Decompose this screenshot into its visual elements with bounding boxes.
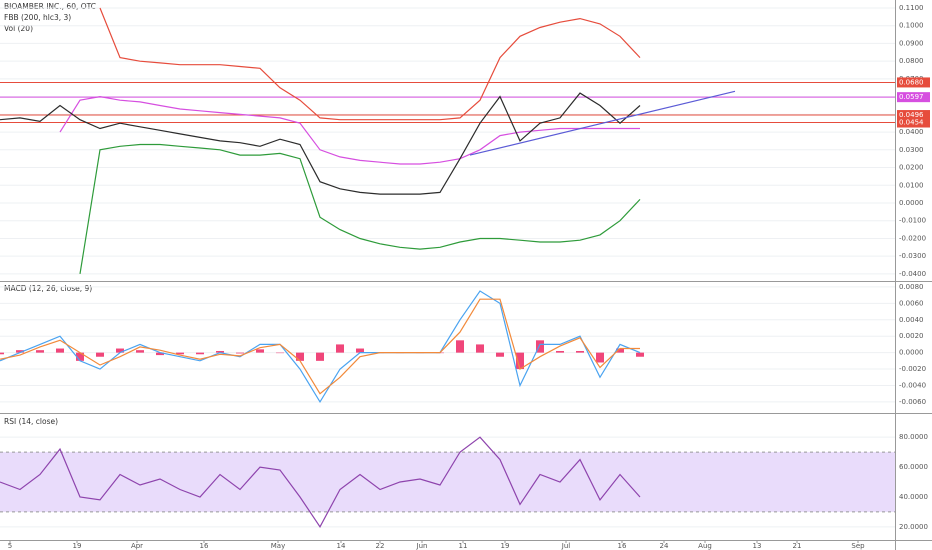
trend-line bbox=[469, 90, 736, 156]
x-tick-label: 13 bbox=[753, 542, 762, 550]
x-tick-label: Jul bbox=[561, 542, 571, 550]
x-tick-label: 16 bbox=[200, 542, 209, 550]
x-tick-label: Jun bbox=[416, 542, 428, 550]
price-label: 0.0496 bbox=[899, 111, 924, 119]
histogram-bar bbox=[496, 352, 504, 357]
histogram-bar bbox=[276, 352, 284, 354]
histogram-bar bbox=[176, 352, 184, 355]
y-tick-label: 0.0800 bbox=[899, 57, 924, 65]
y-tick-label: -0.0300 bbox=[899, 252, 926, 260]
histogram-bar bbox=[36, 350, 44, 353]
histogram-bar bbox=[96, 352, 104, 357]
x-tick-label: 11 bbox=[459, 542, 468, 550]
y-tick-label: 0.0200 bbox=[899, 164, 924, 172]
price-label-box bbox=[897, 110, 930, 121]
x-tick-label: 19 bbox=[73, 542, 82, 550]
price-label-box bbox=[897, 77, 930, 88]
histogram-bar bbox=[616, 348, 624, 353]
indicator-label: RSI (14, close) bbox=[4, 417, 58, 426]
x-tick-label: Aug bbox=[698, 542, 712, 550]
y-tick-label: 0.0100 bbox=[899, 181, 924, 189]
histogram-bar bbox=[636, 352, 644, 357]
histogram-bar bbox=[216, 350, 224, 353]
y-tick-label: 80.0000 bbox=[899, 433, 928, 441]
y-tick-label: -0.0100 bbox=[899, 217, 926, 225]
y-tick-label: 0.0020 bbox=[899, 332, 924, 340]
x-tick-label: Sep bbox=[851, 542, 865, 550]
histogram-bar bbox=[256, 349, 264, 353]
histogram-bar bbox=[56, 348, 64, 353]
series-line bbox=[0, 436, 641, 528]
price-label-box bbox=[897, 117, 930, 128]
x-tick-label: 5 bbox=[8, 542, 12, 550]
y-tick-label: 0.1000 bbox=[899, 22, 924, 30]
x-tick-label: 21 bbox=[793, 542, 802, 550]
price-label: 0.0454 bbox=[899, 119, 924, 127]
y-tick-label: 0.0000 bbox=[899, 349, 924, 357]
x-tick-label: 19 bbox=[501, 542, 510, 550]
y-tick-label: 0.1100 bbox=[899, 4, 924, 12]
y-tick-label: -0.0020 bbox=[899, 365, 926, 373]
price-label: 0.0680 bbox=[899, 78, 924, 86]
indicator-label: MACD (12, 26, close, 9) bbox=[4, 284, 92, 293]
y-tick-label: -0.0060 bbox=[899, 398, 926, 406]
histogram-bar bbox=[16, 350, 24, 353]
histogram-bar bbox=[456, 340, 464, 353]
histogram-bar bbox=[76, 352, 84, 361]
histogram-bar bbox=[576, 350, 584, 353]
histogram-bar bbox=[236, 352, 244, 354]
y-tick-label: 0.0400 bbox=[899, 128, 924, 136]
price-label: 0.0597 bbox=[899, 93, 924, 101]
y-tick-label: 0.0900 bbox=[899, 39, 924, 47]
histogram-bar bbox=[356, 348, 364, 353]
y-tick-label: 40.0000 bbox=[899, 493, 928, 501]
histogram-bar bbox=[316, 352, 324, 361]
x-tick-label: 24 bbox=[660, 542, 669, 550]
y-tick-label: 20.0000 bbox=[899, 523, 928, 531]
histogram-bar bbox=[476, 344, 484, 353]
chart-title: BIOAMBER INC., 60, OTC bbox=[4, 2, 96, 11]
x-tick-label: 22 bbox=[376, 542, 385, 550]
y-tick-label: 0.0300 bbox=[899, 146, 924, 154]
x-tick-label: 16 bbox=[618, 542, 627, 550]
y-tick-label: -0.0040 bbox=[899, 381, 926, 389]
histogram-bar bbox=[136, 350, 144, 353]
histogram-bar bbox=[196, 352, 204, 355]
y-tick-label: 0.0060 bbox=[899, 299, 924, 307]
series-line bbox=[0, 92, 641, 195]
histogram-bar bbox=[556, 350, 564, 353]
histogram-bar bbox=[516, 352, 524, 370]
indicator-label: Vol (20) bbox=[4, 24, 33, 33]
series-line bbox=[0, 290, 641, 404]
histogram-bar bbox=[596, 352, 604, 363]
x-tick-label: Apr bbox=[131, 542, 143, 550]
series-line bbox=[79, 143, 641, 274]
histogram-bar bbox=[336, 344, 344, 353]
series-line bbox=[59, 95, 640, 165]
indicator-label: FBB (200, hlc3, 3) bbox=[4, 13, 71, 22]
series-line bbox=[99, 7, 641, 121]
price-label-box bbox=[897, 92, 930, 103]
series-line bbox=[0, 298, 640, 395]
x-tick-label: 14 bbox=[337, 542, 346, 550]
y-tick-label: -0.0200 bbox=[899, 234, 926, 242]
y-tick-label: 0.0040 bbox=[899, 316, 924, 324]
x-tick-label: May bbox=[271, 542, 285, 550]
y-tick-label: 0.0000 bbox=[899, 199, 924, 207]
histogram-bar bbox=[0, 352, 4, 355]
histogram-bar bbox=[536, 340, 544, 353]
y-tick-label: 0.0080 bbox=[899, 283, 924, 291]
histogram-bar bbox=[116, 348, 124, 353]
y-tick-label: 60.0000 bbox=[899, 463, 928, 471]
y-tick-label: -0.0400 bbox=[899, 270, 926, 278]
histogram-bar bbox=[296, 352, 304, 361]
histogram-bar bbox=[156, 352, 164, 356]
